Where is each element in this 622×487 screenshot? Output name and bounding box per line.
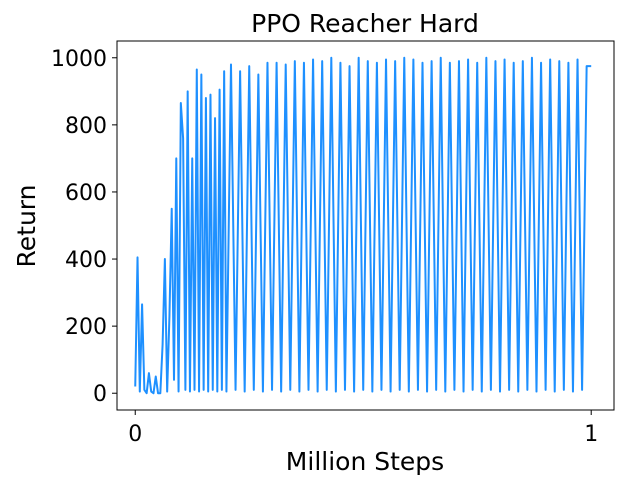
y-axis-label: Return: [12, 185, 41, 268]
y-tick-label: 200: [65, 315, 107, 340]
y-tick-label: 600: [65, 181, 107, 206]
series-line-0: [134, 56, 592, 395]
y-tick-label: 0: [93, 382, 107, 407]
chart-title: PPO Reacher Hard: [251, 9, 479, 38]
axes-frame: [116, 40, 615, 411]
y-tick-label: 800: [65, 114, 107, 139]
x-tick-label: 1: [584, 422, 598, 447]
y-ticks: 0 200 400 600 800 1000: [51, 47, 117, 407]
x-tick-label: 0: [128, 422, 142, 447]
x-axis-label: Million Steps: [286, 447, 444, 476]
y-tick-label: 400: [65, 248, 107, 273]
y-tick-label: 1000: [51, 47, 107, 72]
series-layer: [134, 56, 592, 395]
